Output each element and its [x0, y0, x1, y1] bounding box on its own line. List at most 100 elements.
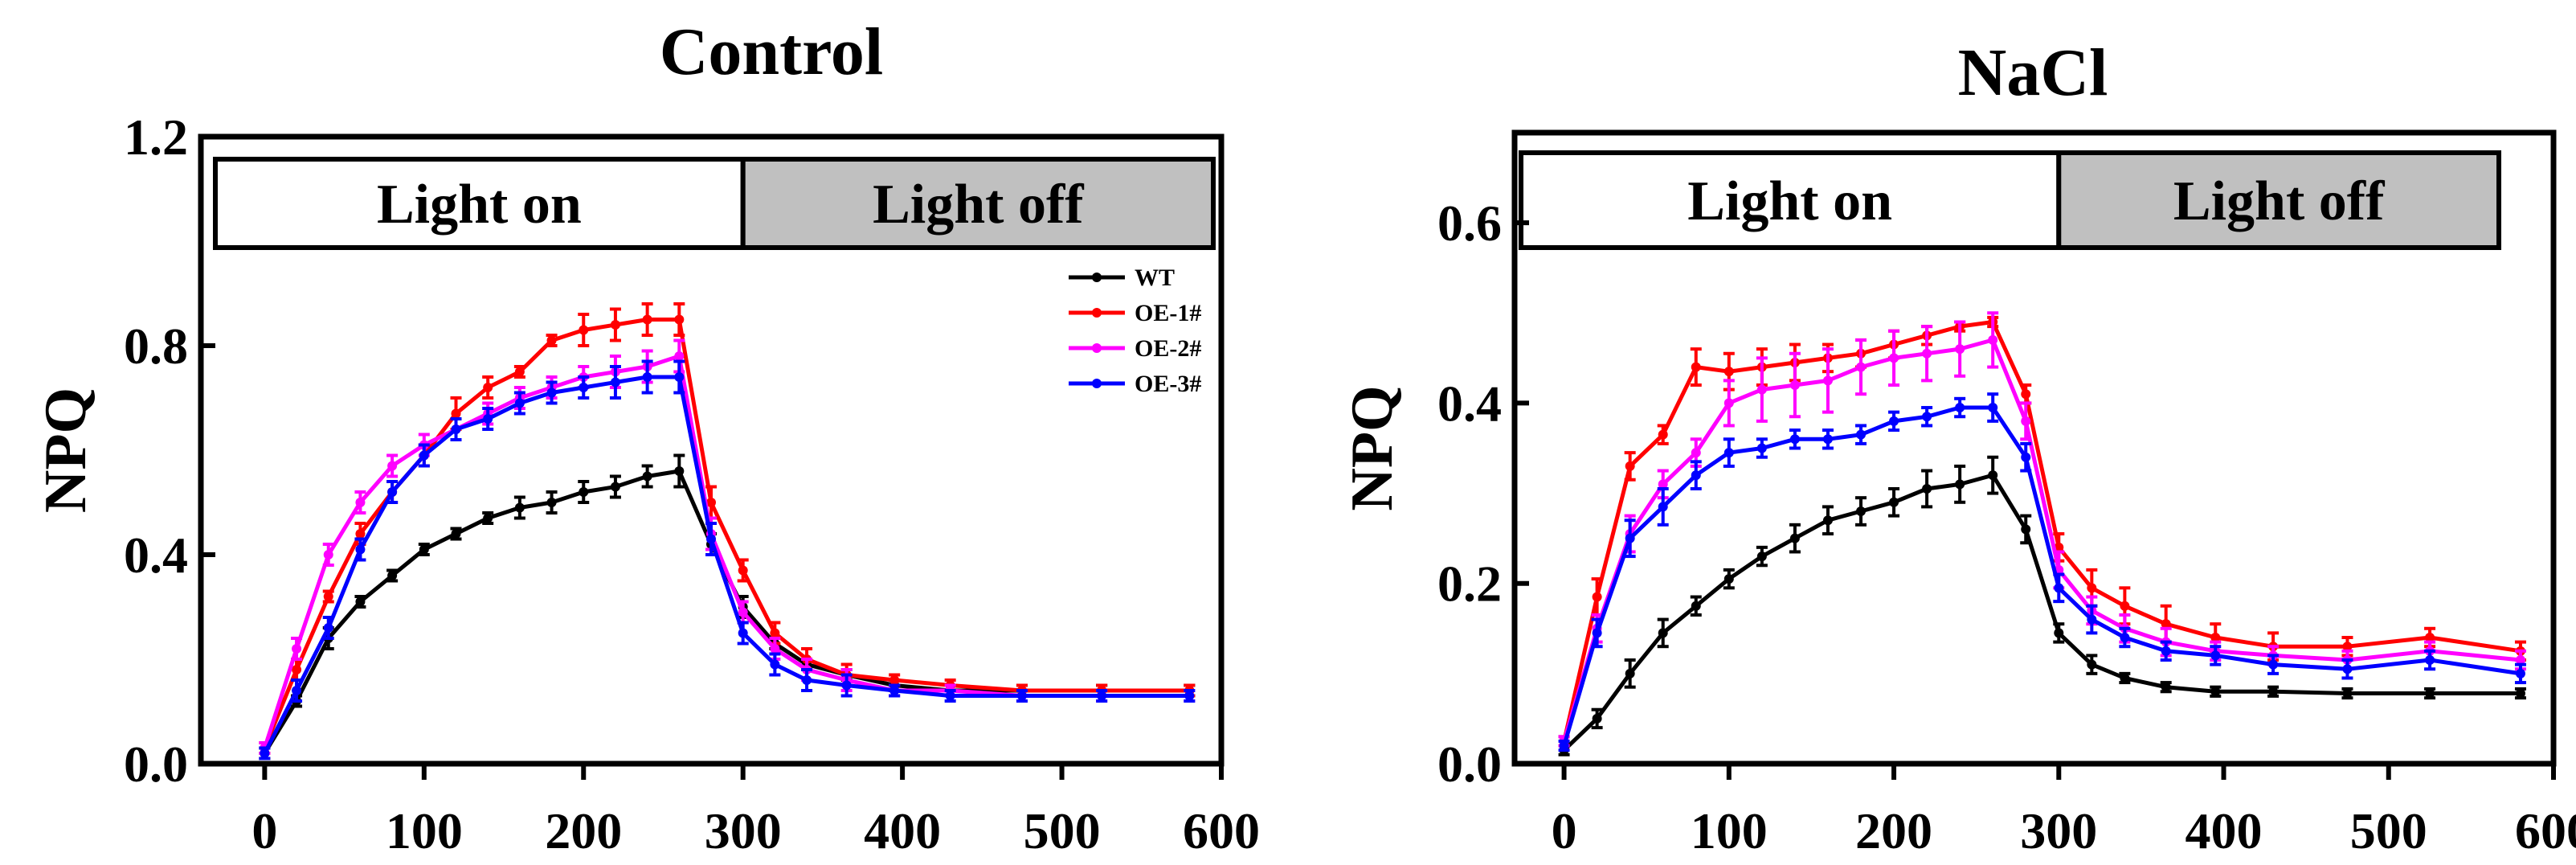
data-point: [2425, 689, 2435, 699]
light-on-label: Light on: [377, 174, 582, 236]
light-off-label: Light off: [873, 174, 1084, 236]
series-oe1: [1559, 318, 2526, 746]
data-point: [483, 514, 493, 523]
data-point: [643, 372, 652, 382]
data-point: [2210, 650, 2220, 660]
data-point: [1593, 628, 1602, 637]
data-point: [515, 399, 525, 408]
legend-label: OE-2#: [1135, 335, 1201, 362]
data-point: [1889, 416, 1899, 426]
data-point: [292, 644, 301, 654]
x-tick-label: 600: [1183, 802, 1260, 859]
data-point: [674, 351, 684, 361]
series-line: [264, 471, 1189, 753]
data-point: [2021, 389, 2030, 399]
data-point: [355, 597, 365, 607]
data-point: [1691, 448, 1701, 457]
data-point: [1955, 403, 1965, 412]
x-tick-label: 300: [705, 802, 782, 859]
data-point: [1625, 669, 1635, 678]
data-point: [1922, 484, 1932, 494]
data-point: [2054, 628, 2063, 637]
data-point: [547, 498, 557, 507]
data-point: [324, 623, 333, 633]
data-point: [515, 503, 525, 513]
data-point: [547, 388, 557, 398]
data-point: [1724, 574, 1734, 584]
data-point: [1691, 470, 1701, 480]
data-point: [1823, 434, 1833, 444]
data-point: [1889, 353, 1899, 363]
data-point: [1856, 430, 1866, 440]
data-point: [1724, 398, 1734, 408]
y-tick-label: 0.2: [1437, 555, 1502, 613]
data-point: [515, 367, 525, 377]
series-line: [1564, 340, 2521, 741]
data-point: [292, 686, 301, 695]
data-point: [1856, 506, 1866, 516]
data-point: [2021, 453, 2030, 462]
data-point: [1757, 444, 1767, 453]
data-point: [579, 326, 588, 335]
data-point: [1691, 601, 1701, 611]
data-point: [2342, 689, 2352, 699]
y-tick-label: 0.0: [1437, 736, 1502, 793]
data-point: [611, 482, 620, 492]
data-point: [452, 409, 461, 419]
data-point: [2268, 687, 2278, 696]
data-point: [2120, 633, 2129, 642]
data-point: [1593, 714, 1602, 724]
y-tick-label: 0.4: [124, 527, 188, 584]
data-point: [547, 336, 557, 346]
data-point: [674, 315, 684, 325]
data-point: [1988, 403, 1997, 412]
series-wt: [259, 456, 1195, 759]
data-point: [1184, 691, 1194, 701]
series-line: [1564, 322, 2521, 742]
data-point: [2021, 416, 2030, 426]
data-point: [1790, 434, 1800, 444]
x-tick-label: 100: [386, 802, 463, 859]
data-point: [738, 566, 748, 576]
data-point: [2087, 615, 2096, 625]
y-axis-label: NPQ: [1339, 385, 1405, 510]
data-point: [1658, 430, 1668, 440]
data-point: [419, 545, 429, 555]
data-point: [770, 644, 779, 654]
light-off-label: Light off: [2173, 170, 2385, 232]
data-point: [2120, 673, 2129, 683]
data-point: [2161, 683, 2171, 692]
x-tick-label: 500: [2350, 802, 2427, 859]
legend-label: WT: [1135, 264, 1175, 291]
data-point: [355, 498, 365, 507]
data-point: [1097, 691, 1106, 701]
data-point: [2087, 660, 2096, 670]
data-point: [2516, 669, 2525, 678]
y-tick-label: 1.2: [124, 109, 188, 166]
data-point: [387, 461, 397, 471]
data-point: [1560, 741, 1569, 751]
data-point: [738, 608, 748, 617]
data-point: [579, 487, 588, 497]
data-point: [1625, 461, 1635, 471]
data-point: [1955, 344, 1965, 354]
y-axis-label: NPQ: [33, 387, 99, 513]
y-tick-label: 0.6: [1437, 195, 1502, 252]
chart-title: NaCl: [1958, 35, 2108, 110]
x-tick-label: 600: [2515, 802, 2576, 859]
data-point: [1724, 448, 1734, 457]
legend-marker: [1092, 343, 1102, 353]
data-point: [1988, 470, 1997, 480]
data-point: [889, 675, 899, 685]
data-point: [2268, 660, 2278, 670]
data-point: [2425, 655, 2435, 665]
data-point: [2021, 524, 2030, 534]
data-point: [579, 383, 588, 392]
data-point: [2161, 646, 2171, 656]
data-point: [2342, 664, 2352, 674]
figure: ControlNPQLight on Light off0.00.40.81.20…: [0, 0, 2576, 865]
data-point: [355, 545, 365, 555]
data-point: [1017, 691, 1027, 701]
data-point: [452, 424, 461, 434]
y-tick-label: 0.4: [1437, 375, 1502, 432]
